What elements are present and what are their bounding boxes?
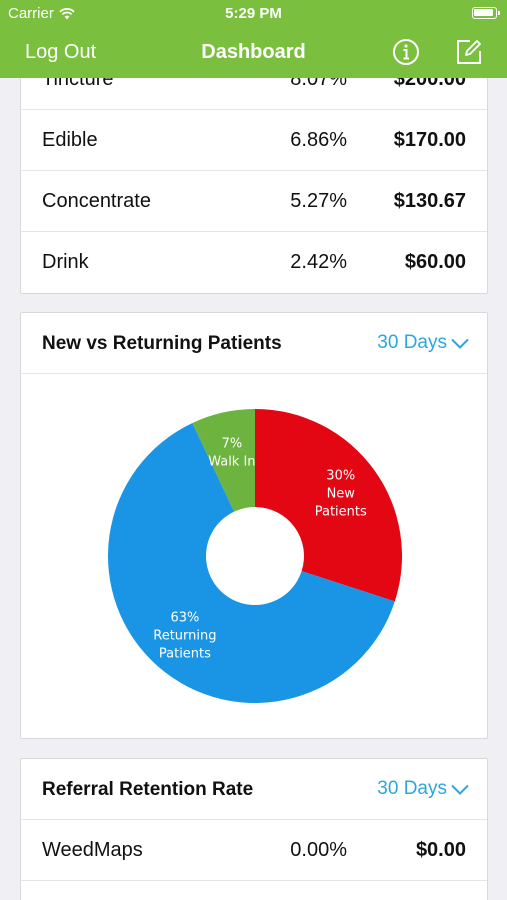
logout-button[interactable]: Log Out	[25, 41, 97, 63]
row-amount: $130.67	[393, 190, 466, 212]
chevron-down-icon	[451, 784, 469, 795]
row-amount: $0.00	[415, 839, 466, 861]
dashboard-scroll-area[interactable]: Tincture 8.07% $200.00 Edible 6.86% $170…	[0, 78, 507, 900]
card-header: Referral Retention Rate 30 Days	[21, 759, 487, 820]
product-breakdown-card: Tincture 8.07% $200.00 Edible 6.86% $170…	[20, 78, 488, 294]
range-label: 30 Days	[377, 778, 447, 799]
edit-icon[interactable]	[454, 37, 484, 67]
wifi-icon	[59, 7, 75, 19]
slice-label: 30% New Patients	[315, 469, 367, 520]
slice-label: 7% Walk In	[208, 437, 255, 470]
status-bar: Carrier 5:29 PM	[0, 0, 507, 28]
slice-label: 63% Returning Patients	[153, 611, 216, 662]
patients-card: New vs Returning Patients 30 Days 30% New…	[20, 312, 488, 739]
table-row: Edible 6.86% $170.00	[21, 110, 487, 171]
carrier-indicator: Carrier	[8, 5, 75, 22]
patients-chart-area: 30% New Patients 63% Returning Patients 7% Walk…	[21, 374, 487, 738]
donut-slice-walk-in	[192, 409, 255, 512]
row-name: Tincture	[42, 78, 114, 90]
status-time: 5:29 PM	[225, 5, 282, 22]
donut-slice-new-patients	[255, 409, 402, 602]
row-name: WeedMaps	[42, 839, 143, 861]
table-row	[21, 881, 487, 900]
info-icon[interactable]	[391, 37, 421, 67]
table-row: Concentrate 5.27% $130.67	[21, 171, 487, 232]
card-title: Referral Retention Rate	[42, 779, 254, 800]
table-row: Drink 2.42% $60.00	[21, 232, 487, 293]
range-dropdown[interactable]: 30 Days	[377, 778, 469, 800]
row-percent: 5.27%	[290, 190, 347, 212]
row-percent: 2.42%	[290, 251, 347, 273]
row-percent: 0.00%	[290, 839, 347, 861]
table-row: Tincture 8.07% $200.00	[21, 78, 487, 110]
table-row: WeedMaps 0.00% $0.00	[21, 820, 487, 881]
row-percent: 8.07%	[290, 78, 347, 90]
patients-donut-chart: 30% New Patients 63% Returning Patients 7% Walk…	[107, 409, 402, 703]
row-name: Drink	[42, 251, 89, 273]
range-label: 30 Days	[377, 332, 447, 353]
row-amount: $170.00	[393, 129, 466, 151]
card-header: New vs Returning Patients 30 Days	[21, 313, 487, 374]
range-dropdown[interactable]: 30 Days	[377, 332, 469, 354]
card-title: New vs Returning Patients	[42, 333, 282, 354]
battery-icon	[472, 7, 500, 19]
row-amount: $60.00	[404, 251, 466, 273]
row-name: Edible	[42, 129, 98, 151]
donut-slice-returning-patients	[107, 422, 395, 703]
chevron-down-icon	[451, 338, 469, 349]
navigation-bar: Log Out Dashboard	[0, 28, 507, 78]
row-name: Concentrate	[42, 190, 151, 212]
row-amount: $200.00	[393, 78, 466, 90]
referral-card: Referral Retention Rate 30 Days WeedMaps…	[20, 758, 488, 900]
row-percent: 6.86%	[290, 129, 347, 151]
carrier-label: Carrier	[8, 5, 54, 22]
